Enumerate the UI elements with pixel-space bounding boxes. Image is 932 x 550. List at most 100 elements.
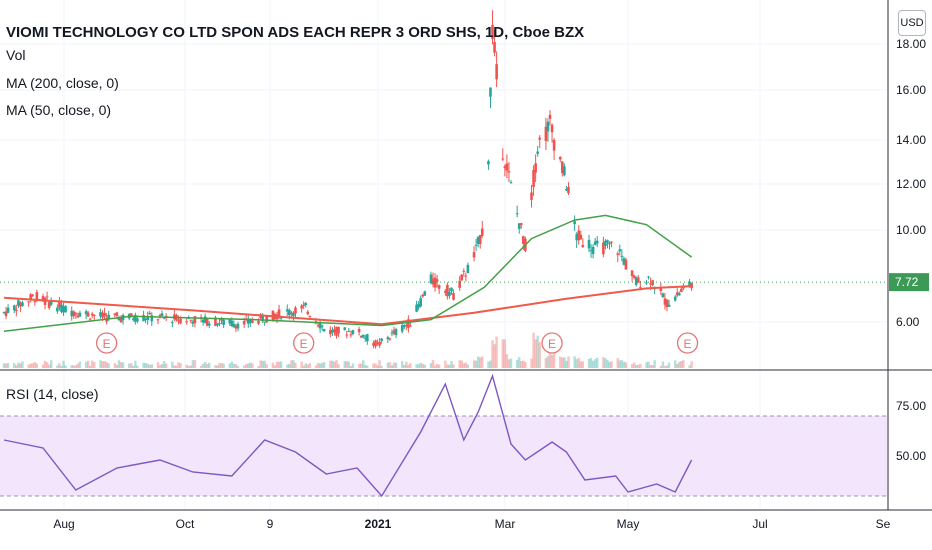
volume-bar xyxy=(236,365,240,368)
candle-body xyxy=(651,280,654,286)
volume-bar xyxy=(117,360,121,368)
volume-bar xyxy=(107,363,110,368)
candle-body xyxy=(222,319,225,325)
rsi-legend[interactable]: RSI (14, close) xyxy=(6,386,99,402)
candle-body xyxy=(292,312,295,317)
time-tick-label: Se xyxy=(876,517,891,531)
earnings-marker[interactable] xyxy=(293,332,315,354)
candle-body xyxy=(251,320,254,323)
volume-bar xyxy=(230,361,234,368)
candle-body xyxy=(489,87,492,97)
candle-body xyxy=(573,221,576,225)
volume-bar xyxy=(435,363,439,368)
volume-bar xyxy=(203,361,207,368)
volume-bar xyxy=(682,360,685,368)
volume-bar xyxy=(616,358,619,368)
volume-legend[interactable]: Vol xyxy=(6,47,26,63)
volume-bar xyxy=(185,364,188,368)
candle-body xyxy=(21,302,24,306)
volume-bar xyxy=(552,344,556,368)
candle-body xyxy=(688,281,691,286)
candle-body xyxy=(680,288,683,293)
volume-bar xyxy=(550,354,554,368)
candle-body xyxy=(591,246,595,255)
volume-bar xyxy=(35,363,39,368)
volume-bar xyxy=(142,362,145,368)
rsi-line[interactable] xyxy=(3,373,693,498)
volume-bar xyxy=(148,364,151,368)
volume-bar xyxy=(450,361,453,368)
candle-body xyxy=(343,327,347,330)
volume-bar xyxy=(495,336,498,368)
candle-body xyxy=(359,335,363,338)
ma200-line[interactable] xyxy=(3,285,692,326)
volume-bar xyxy=(144,363,147,368)
ma50-legend[interactable]: MA (50, close, 0) xyxy=(6,102,112,118)
volume-bar xyxy=(214,365,217,368)
ma200-legend[interactable]: MA (200, close, 0) xyxy=(6,75,119,91)
candle-body xyxy=(129,313,133,317)
volume-bar xyxy=(688,365,691,368)
candle-body xyxy=(136,318,139,322)
price-tick-label: 14.00 xyxy=(896,133,926,147)
earnings-marker[interactable] xyxy=(541,332,563,354)
candle-body xyxy=(663,298,667,305)
volume-bar xyxy=(630,364,634,368)
candle-body xyxy=(306,311,310,315)
volume-bar xyxy=(602,357,605,368)
volume-bar xyxy=(563,357,566,368)
candle-body xyxy=(608,242,611,245)
candle-body xyxy=(366,334,369,342)
ma50-line[interactable] xyxy=(3,214,693,333)
earnings-marker[interactable] xyxy=(676,332,699,354)
rsi-band xyxy=(0,416,887,496)
candle-body xyxy=(536,151,539,154)
price-tick-label: 16.00 xyxy=(896,83,926,97)
volume-bar xyxy=(29,363,32,368)
candle-body xyxy=(538,137,542,140)
volume-bar xyxy=(534,339,537,368)
candle-body xyxy=(49,301,53,305)
volume-bar xyxy=(452,364,455,368)
volume-bar xyxy=(17,362,20,368)
volume-bar xyxy=(19,363,22,368)
volume-bar xyxy=(43,360,47,368)
volume-bar xyxy=(162,361,166,368)
volume-bar xyxy=(659,365,663,368)
volume-bar xyxy=(60,365,63,368)
candle-body xyxy=(201,319,205,323)
volume-bar xyxy=(261,360,264,368)
candle-body xyxy=(214,317,217,326)
candle-body xyxy=(550,124,554,133)
earnings-marker[interactable] xyxy=(95,332,118,354)
volume-bar xyxy=(622,361,626,368)
volume-bar xyxy=(232,363,236,368)
candle-body xyxy=(452,293,455,300)
volume-bar xyxy=(136,365,139,368)
candle-body xyxy=(363,337,367,339)
volume-bar xyxy=(610,361,613,368)
volume-bar xyxy=(538,342,541,368)
volume-bar xyxy=(565,360,568,368)
volume-bar xyxy=(446,364,449,368)
volume-bar xyxy=(41,364,45,368)
volume-bar xyxy=(45,362,49,368)
candle-body xyxy=(682,287,685,289)
time-tick-label: Aug xyxy=(53,517,74,531)
currency-button[interactable]: USD xyxy=(898,10,926,36)
candle-body xyxy=(419,298,422,307)
volume-bar xyxy=(314,365,318,368)
volume-bar xyxy=(76,363,80,368)
candle-body xyxy=(630,270,634,277)
candle-body xyxy=(337,326,340,334)
volume-bar xyxy=(234,364,238,368)
volume-bar xyxy=(663,365,667,368)
candle-body xyxy=(394,329,398,335)
volume-bar xyxy=(524,361,527,368)
volume-bar xyxy=(587,358,591,368)
candle-body xyxy=(331,329,334,333)
candle-body xyxy=(487,161,490,165)
candle-body xyxy=(220,318,223,321)
candle-body xyxy=(156,319,160,321)
